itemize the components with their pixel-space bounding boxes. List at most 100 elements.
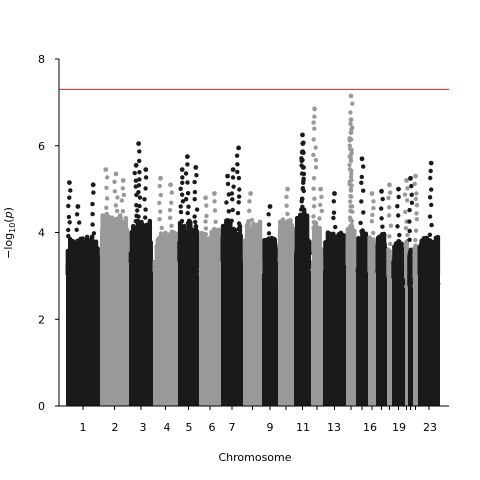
snp-point <box>250 262 256 267</box>
snp-column <box>106 250 112 259</box>
chromosome-5-points <box>177 154 200 406</box>
snp-column <box>187 229 193 262</box>
snp-column <box>202 234 207 269</box>
snp-point <box>397 244 402 249</box>
chromosome-19-points <box>391 186 406 406</box>
snp-column <box>72 264 78 275</box>
snp-point <box>204 203 209 208</box>
snp-column <box>69 255 74 275</box>
snp-point <box>247 208 252 213</box>
peak-snp-point <box>318 186 323 192</box>
snp-point <box>185 220 191 226</box>
snp-point <box>310 267 315 273</box>
snp-point <box>347 162 352 168</box>
snp-point <box>380 247 385 252</box>
peak-snp-point <box>369 191 375 196</box>
snp-column <box>113 237 118 259</box>
snp-point <box>407 228 412 234</box>
snp-point <box>285 218 291 224</box>
peak-snp-point <box>113 171 119 177</box>
snp-column <box>253 250 258 262</box>
snp-point <box>386 247 391 252</box>
x-tick-label: 2 <box>112 421 119 434</box>
snp-point <box>194 173 199 178</box>
peak-snp-point <box>136 141 142 147</box>
snp-point <box>66 203 71 209</box>
snp-point <box>312 126 317 131</box>
snp-point <box>285 232 291 237</box>
snp-point <box>235 233 240 238</box>
snp-point <box>427 232 433 237</box>
snp-point <box>226 209 231 214</box>
snp-point <box>318 202 323 208</box>
peak-snp-point <box>408 175 413 181</box>
snp-point <box>348 186 354 192</box>
snp-point <box>266 231 272 236</box>
snp-point <box>380 232 385 237</box>
snp-point <box>143 207 148 212</box>
snp-point <box>185 162 190 167</box>
snp-point <box>350 125 355 130</box>
peak-snp-point <box>348 130 354 136</box>
snp-point <box>319 208 324 214</box>
snp-point <box>157 217 162 222</box>
snp-point <box>134 192 139 198</box>
snp-point <box>299 224 305 229</box>
snp-column <box>281 221 286 262</box>
snp-point <box>359 229 364 234</box>
snp-column <box>155 245 160 272</box>
snp-point <box>114 228 120 233</box>
snp-column <box>166 258 171 272</box>
snp-point <box>68 188 73 193</box>
snp-point <box>311 220 316 225</box>
snp-point <box>359 180 364 185</box>
snp-point <box>359 174 364 180</box>
snp-point <box>179 192 185 197</box>
snp-point <box>347 154 352 159</box>
peak-snp-point <box>359 156 365 162</box>
snp-point <box>115 208 120 214</box>
snp-point <box>232 264 238 270</box>
snp-point <box>169 190 174 195</box>
snp-column <box>350 256 355 265</box>
snp-point <box>358 240 363 245</box>
snp-point <box>348 158 354 163</box>
snp-point <box>300 186 305 192</box>
snp-point <box>90 211 95 217</box>
snp-column <box>325 241 330 272</box>
snp-point <box>134 203 139 208</box>
snp-point <box>194 207 200 212</box>
peak-snp-point <box>193 165 199 170</box>
snp-point <box>124 262 130 268</box>
snp-point <box>203 226 209 231</box>
snp-column <box>132 246 137 262</box>
snp-point <box>181 262 187 267</box>
snp-column <box>148 247 153 262</box>
snp-point <box>112 179 117 184</box>
snp-point <box>405 198 410 203</box>
chromosome-2-dense-points <box>100 257 129 406</box>
x-tick-label: 3 <box>140 421 147 434</box>
snp-column <box>433 245 438 276</box>
snp-point <box>311 214 316 219</box>
snp-point <box>403 250 409 255</box>
chromosome-3-points <box>128 141 153 406</box>
snp-point <box>368 247 374 252</box>
snp-point <box>351 264 357 270</box>
snp-column <box>331 239 337 272</box>
chromosome-16-dense-points <box>368 270 376 406</box>
snp-point <box>181 228 186 234</box>
snp-point <box>355 268 361 274</box>
snp-column <box>117 227 122 259</box>
snp-point <box>369 240 374 245</box>
snp-point <box>75 238 80 243</box>
chromosome-13-points <box>323 191 347 406</box>
snp-column <box>316 247 321 262</box>
snp-point <box>179 218 185 224</box>
snp-point <box>397 254 402 260</box>
snp-point <box>380 224 385 229</box>
snp-column <box>81 243 86 276</box>
snp-column <box>430 244 436 276</box>
snp-point <box>414 203 420 208</box>
snp-point <box>284 194 289 200</box>
